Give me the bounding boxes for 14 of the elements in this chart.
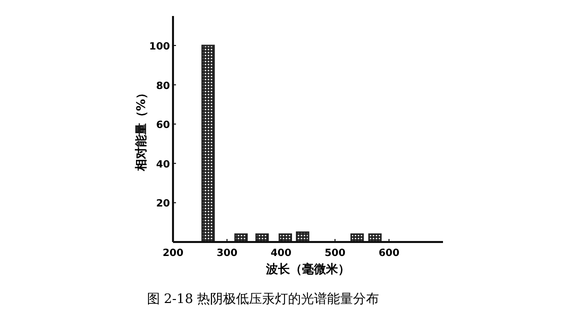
x-tick-label: 500 [324,248,346,259]
y-tick-label: 20 [156,198,170,210]
x-tick-label: 200 [162,248,184,259]
y-axis-title: 相对能量（%） [134,86,148,172]
text: 图 2-18 热阴极低压汞灯的光谱能量分布 [146,292,380,307]
y-tick-label: 80 [156,80,170,92]
x-tick-label: 300 [216,248,238,259]
y-tick-label: 60 [156,120,170,132]
x-tick-label: 400 [270,248,292,259]
x-tick-label: 600 [378,248,400,259]
y-tick-label: 40 [156,159,170,170]
bar [201,44,215,243]
x-axis-title: 波长（毫微米） [265,262,350,276]
y-tick-label: 100 [149,41,170,52]
